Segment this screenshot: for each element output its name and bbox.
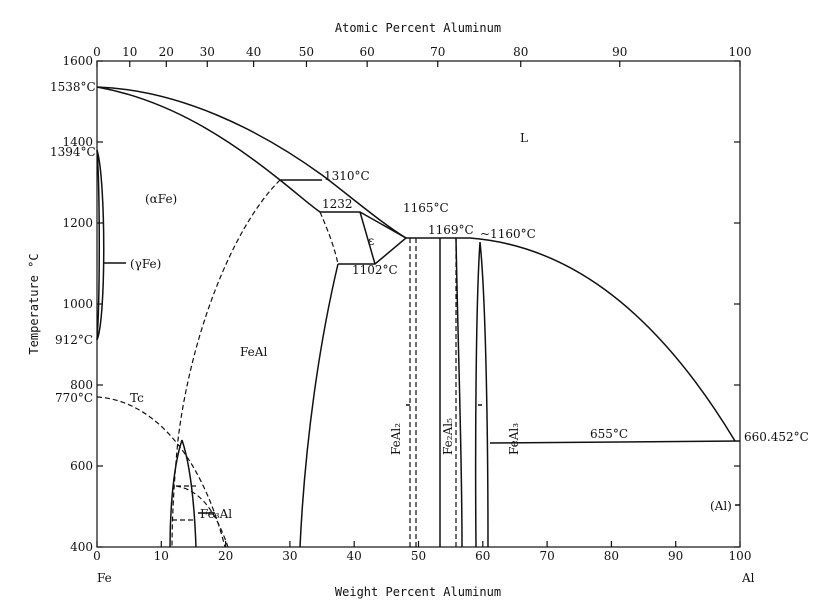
phase-label: Fe₂Al₅ (441, 418, 455, 455)
al-label: Al (741, 571, 755, 585)
x-tick-label: 20 (218, 549, 233, 563)
plot-frame (96, 60, 741, 548)
annotation: (Al) (710, 499, 732, 513)
annotation: 770°C (55, 391, 93, 405)
annotation: Tc (130, 391, 144, 405)
annotation: 660.452°C (744, 430, 809, 444)
top-tick-label: 50 (299, 45, 314, 59)
phase-label: FeAl₃ (507, 423, 521, 455)
x-tick-label: 60 (475, 549, 490, 563)
y-tick-label: 1400 (62, 135, 93, 149)
annotation: 1169°C (428, 223, 474, 237)
y-tick-label: 800 (70, 378, 93, 392)
annotation: 1538°C (50, 80, 96, 94)
x-tick-label: 100 (729, 549, 752, 563)
x-tick-label: 50 (411, 549, 426, 563)
top-tick-label: 10 (122, 45, 137, 59)
x-tick-label: 90 (668, 549, 683, 563)
y-tick-label: 1000 (62, 297, 93, 311)
x-tick-label: 10 (154, 549, 169, 563)
annotation: ~1160°C (480, 227, 536, 241)
annotation: 1102°C (352, 263, 398, 277)
top-tick-label: 80 (513, 45, 528, 59)
y-tick-label: 1600 (62, 54, 93, 68)
x-axis-title: Weight Percent Aluminum (335, 585, 501, 599)
x-tick-label: 80 (604, 549, 619, 563)
x-tick-label: 70 (539, 549, 554, 563)
top-axis-title: Atomic Percent Aluminum (335, 21, 501, 35)
top-tick-label: 60 (360, 45, 375, 59)
y-axis-title: Temperature °C (27, 253, 41, 354)
top-tick-label: 40 (246, 45, 261, 59)
annotation: 1165°C (403, 201, 449, 215)
annotation: 1310°C (324, 169, 370, 183)
annotation: (αFe) (145, 192, 177, 206)
annotation: 1232 (322, 197, 353, 211)
annotation: 655°C (590, 427, 628, 441)
top-tick-label: 0 (93, 45, 101, 59)
top-tick-label: 20 (159, 45, 174, 59)
x-tick-label: 40 (347, 549, 362, 563)
annotation: (γFe) (130, 257, 161, 271)
top-tick-label: 100 (729, 45, 752, 59)
annotation: FeAl (240, 345, 267, 359)
annotation: Fe₃Al (200, 507, 232, 521)
fe-label: Fe (97, 571, 112, 585)
annotation: 912°C (55, 333, 93, 347)
y-tick-label: 1200 (62, 216, 93, 230)
annotation: 1394°C (50, 145, 96, 159)
y-tick-label: 600 (70, 459, 93, 473)
x-tick-label: 0 (93, 549, 101, 563)
annotation: ε (368, 234, 374, 248)
top-tick-label: 70 (430, 45, 445, 59)
x-tick-label: 30 (282, 549, 297, 563)
annotation: L (520, 131, 528, 145)
top-tick-label: 30 (200, 45, 215, 59)
top-tick-label: 90 (612, 45, 627, 59)
phase-label: FeAl₂ (389, 423, 403, 455)
phase-boundaries (96, 86, 741, 548)
y-tick-label: 400 (70, 540, 93, 554)
